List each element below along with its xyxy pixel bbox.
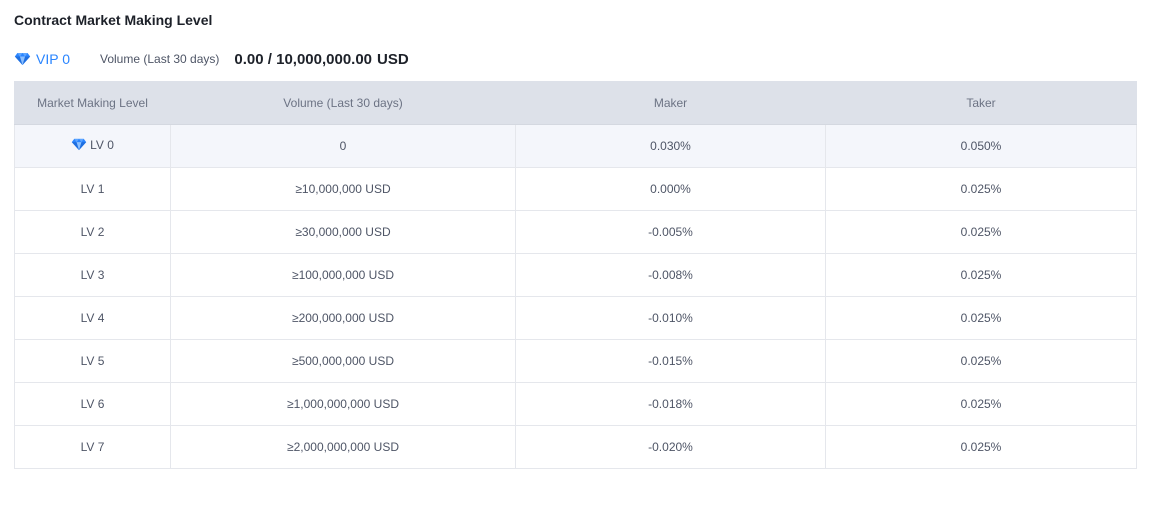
- vip-summary: VIP 0 Volume (Last 30 days) 0.00 / 10,00…: [14, 48, 409, 70]
- volume-cell: 0: [170, 124, 516, 168]
- volume-cell: ≥500,000,000 USD: [170, 339, 516, 383]
- table-row: LV 4 ≥200,000,000 USD -0.010% 0.025%: [14, 296, 1137, 340]
- maker-cell: -0.020%: [515, 425, 826, 469]
- maker-cell: 0.030%: [515, 124, 826, 168]
- taker-cell: 0.025%: [825, 210, 1137, 254]
- taker-cell: 0.025%: [825, 253, 1137, 297]
- level-cell: LV 0: [14, 124, 171, 168]
- vip-level-label: VIP 0: [36, 51, 70, 67]
- diamond-icon: [71, 139, 87, 151]
- header-maker: Maker: [515, 81, 826, 125]
- level-cell: LV 5: [14, 339, 171, 383]
- level-label: LV 0: [90, 137, 114, 152]
- table-row: LV 1 ≥10,000,000 USD 0.000% 0.025%: [14, 167, 1137, 211]
- level-cell: LV 6: [14, 382, 171, 426]
- page-title: Contract Market Making Level: [14, 12, 213, 28]
- header-taker: Taker: [825, 81, 1137, 125]
- volume-cell: ≥10,000,000 USD: [170, 167, 516, 211]
- volume-cell: ≥1,000,000,000 USD: [170, 382, 516, 426]
- level-cell: LV 1: [14, 167, 171, 211]
- table-row: LV 2 ≥30,000,000 USD -0.005% 0.025%: [14, 210, 1137, 254]
- taker-cell: 0.025%: [825, 167, 1137, 211]
- volume-value: 0.00 / 10,000,000.00: [234, 50, 373, 68]
- level-cell: LV 2: [14, 210, 171, 254]
- maker-cell: -0.005%: [515, 210, 826, 254]
- maker-cell: -0.008%: [515, 253, 826, 297]
- level-cell: LV 3: [14, 253, 171, 297]
- table-row: LV 5 ≥500,000,000 USD -0.015% 0.025%: [14, 339, 1137, 383]
- volume-cell: ≥100,000,000 USD: [170, 253, 516, 297]
- maker-cell: -0.015%: [515, 339, 826, 383]
- vip-badge: VIP 0: [14, 51, 70, 67]
- table-row: LV 6 ≥1,000,000,000 USD -0.018% 0.025%: [14, 382, 1137, 426]
- volume-label: Volume (Last 30 days): [100, 52, 220, 66]
- level-cell: LV 4: [14, 296, 171, 340]
- maker-cell: -0.018%: [515, 382, 826, 426]
- header-level: Market Making Level: [14, 81, 171, 125]
- volume-cell: ≥200,000,000 USD: [170, 296, 516, 340]
- table-row: LV 3 ≥100,000,000 USD -0.008% 0.025%: [14, 253, 1137, 297]
- volume-unit: USD: [377, 50, 409, 68]
- volume-cell: ≥30,000,000 USD: [170, 210, 516, 254]
- taker-cell: 0.025%: [825, 382, 1137, 426]
- header-volume: Volume (Last 30 days): [170, 81, 516, 125]
- table-header-row: Market Making Level Volume (Last 30 days…: [14, 81, 1137, 125]
- taker-cell: 0.025%: [825, 425, 1137, 469]
- taker-cell: 0.025%: [825, 339, 1137, 383]
- taker-cell: 0.025%: [825, 296, 1137, 340]
- level-cell: LV 7: [14, 425, 171, 469]
- table-row: LV 0 0 0.030% 0.050%: [14, 124, 1137, 168]
- maker-cell: -0.010%: [515, 296, 826, 340]
- table-row: LV 7 ≥2,000,000,000 USD -0.020% 0.025%: [14, 425, 1137, 469]
- maker-cell: 0.000%: [515, 167, 826, 211]
- taker-cell: 0.050%: [825, 124, 1137, 168]
- volume-cell: ≥2,000,000,000 USD: [170, 425, 516, 469]
- diamond-icon: [14, 53, 31, 65]
- market-making-level-table: Market Making Level Volume (Last 30 days…: [14, 81, 1137, 469]
